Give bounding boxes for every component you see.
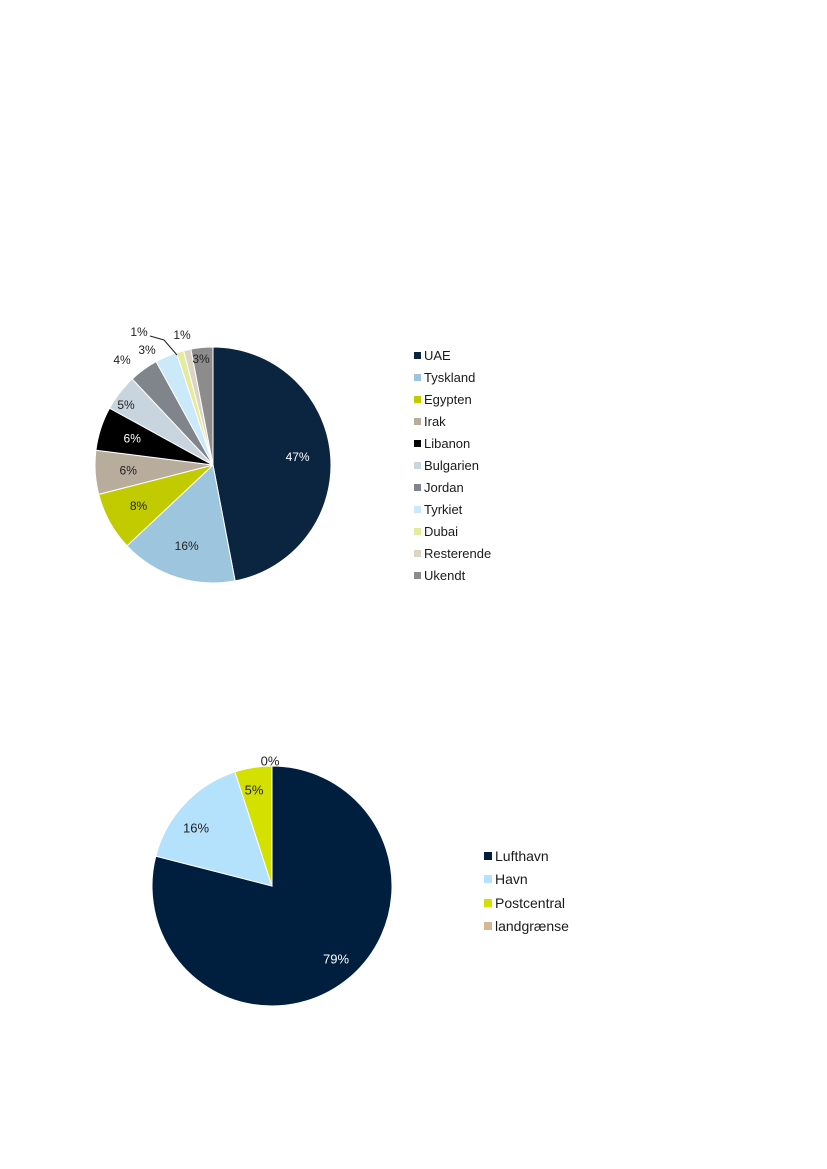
data-label-ukendt: 3% [192,352,210,366]
legend-swatch [484,922,492,931]
legend-swatch [414,373,421,381]
pie-slice-havn [155,771,273,887]
data-label-lufthavn: 79% [323,952,349,967]
pie-slice-tyskland [126,464,236,584]
legend-label: UAE [424,347,451,363]
legend-label: Lufthavn [495,847,549,864]
data-label-uae: 47% [286,450,310,464]
legend-swatch [414,351,421,359]
pie-plot-entry-points: 79% 16% 5% 0% [151,754,393,1007]
pie-chart-countries: 47% 16% 8% 6% 6% 5% 4% 3% 1% 1% 3% UAE Tyskland Egyp… [0,300,491,615]
legend-label: Tyrkiet [424,501,463,517]
pie-chart-entry-points: 79% 16% 5% 0% Lufthavn Havn Postcentral landgr… [0,740,569,1035]
legend-label: Egypten [424,391,472,407]
legend-label: Tyskland [424,369,476,385]
legend-label: Bulgarien [424,457,479,473]
legend-swatch [414,527,421,535]
legend-swatch [414,549,421,557]
legend-item-havn: Havn [484,868,569,892]
legend-label: Irak [424,413,446,429]
legend-entry-points: Lufthavn Havn Postcentral landgrænse [484,844,569,938]
data-label-tyskland: 16% [175,539,199,553]
legend-swatch [414,461,421,469]
data-label-resterende: 1% [173,328,191,342]
legend-item-uae: UAE [414,344,491,366]
data-label-landgraense: 0% [261,754,280,769]
pie-slice-postcentral [234,765,273,887]
legend-item-lufthavn: Lufthavn [484,844,569,868]
legend-item-libanon: Libanon [414,432,491,454]
legend-item-dubai: Dubai [414,520,491,542]
legend-swatch [414,417,421,425]
legend-swatch [484,851,492,860]
legend-item-bulgarien: Bulgarien [414,454,491,476]
legend-label: Postcentral [495,894,566,911]
legend-item-egypten: Egypten [414,388,491,410]
legend-swatch [414,439,421,447]
data-label-postcentral: 5% [245,783,264,798]
legend-swatch [414,505,421,513]
legend-swatch [414,483,421,491]
legend-label: Jordan [424,479,464,495]
legend-label: Havn [495,871,528,888]
legend-label: Ukendt [424,567,466,583]
legend-countries: UAE Tyskland Egypten Irak Libanon Bulgarien Jo… [414,344,491,586]
pie-slice-ukendt [190,346,214,466]
legend-label: Resterende [424,545,492,561]
data-label-tyrkiet: 3% [138,343,156,357]
legend-swatch [414,395,421,403]
data-label-dubai: 1% [130,325,148,339]
pie-plot-countries: 47%16%8%6%6%5%4%3%1% 1%3% [94,325,332,584]
legend-item-landgraense: landgrænse [484,915,569,939]
legend-label: Libanon [424,435,471,451]
legend-item-irak: Irak [414,410,491,432]
legend-label: landgrænse [495,918,569,935]
legend-label: Dubai [424,523,458,539]
legend-item-ukendt: Ukendt [414,564,491,586]
data-label-bulgarien: 5% [117,398,135,412]
legend-item-tyskland: Tyskland [414,366,491,388]
data-label-egypten: 8% [130,499,148,513]
data-label-libanon: 6% [124,432,142,446]
data-label-irak: 6% [120,463,138,477]
legend-item-tyrkiet: Tyrkiet [414,498,491,520]
legend-item-resterende: Resterende [414,542,491,564]
legend-swatch [414,571,421,579]
legend-item-postcentral: Postcentral [484,891,569,915]
legend-swatch [484,898,492,907]
data-label-havn: 16% [183,821,209,836]
data-label-jordan: 4% [113,353,131,367]
pie-slice-uae [212,346,332,582]
legend-item-jordan: Jordan [414,476,491,498]
legend-swatch [484,875,492,884]
leader-line-dubai [149,335,178,356]
